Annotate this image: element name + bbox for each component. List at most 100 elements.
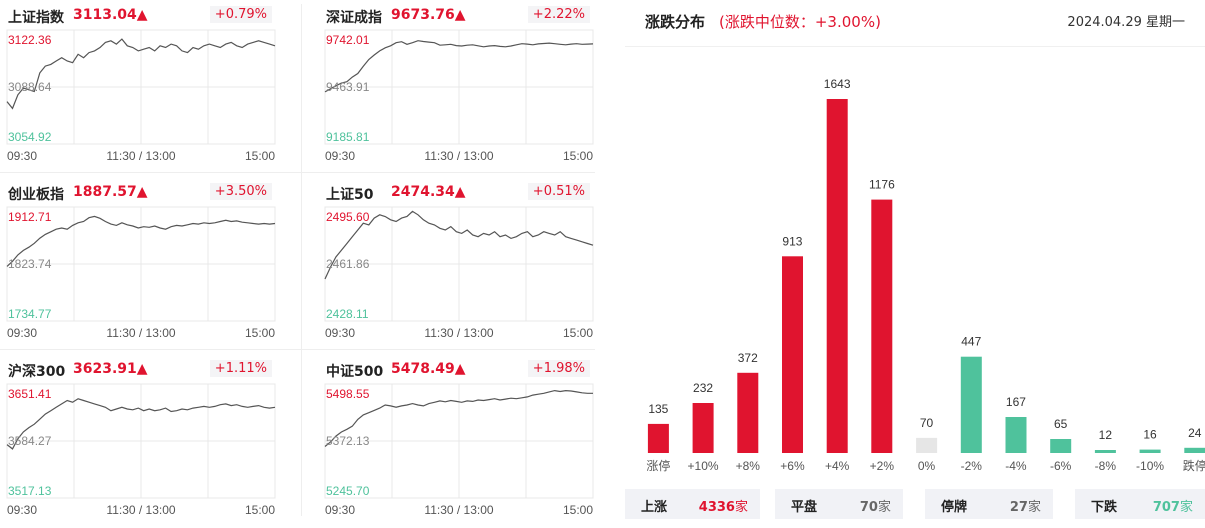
- low-label: 2428.11: [326, 307, 369, 321]
- mid-label: 9463.91: [326, 80, 370, 94]
- index-name: 上证指数: [8, 10, 64, 26]
- intraday-chart: 2495.60 2461.86 2428.11 09:30 11:30 / 13:00 1…: [324, 206, 594, 340]
- bar-value-label: 167: [1006, 395, 1026, 409]
- time-open: 09:30: [7, 149, 37, 163]
- bar-category-label: -10%: [1136, 459, 1164, 473]
- index-name: 深证成指: [326, 10, 382, 26]
- index-change-badge: +2.22%: [527, 6, 590, 23]
- bar-category-label: -4%: [1005, 459, 1027, 473]
- time-mid: 11:30 / 13:00: [424, 503, 493, 517]
- intraday-chart: 3122.36 3088.64 3054.92 09:30 11:30 / 13:00 1…: [6, 29, 276, 163]
- distribution-bar[interactable]: [1005, 417, 1027, 453]
- index-panel[interactable]: 上证指数 3113.04▲ +0.79% 3122.36 3088.64 3054.92 0…: [0, 4, 290, 174]
- mid-label: 3584.27: [8, 434, 52, 448]
- intraday-chart: 1912.71 1823.74 1734.77 09:30 11:30 / 13:00 1…: [6, 206, 276, 340]
- stat-suspended: 停牌 27家: [925, 489, 1053, 519]
- bar-value-label: 16: [1143, 428, 1157, 442]
- bar-category-label: +6%: [780, 459, 805, 473]
- bar-value-label: 135: [648, 402, 668, 416]
- distribution-bar[interactable]: [960, 356, 982, 453]
- panel-header: 创业板指 1887.57▲ +3.50%: [0, 181, 290, 203]
- bar-category-label: -6%: [1050, 459, 1072, 473]
- index-value: 5478.49▲: [391, 361, 466, 377]
- time-close: 15:00: [563, 149, 593, 163]
- panel-header: 深证成指 9673.76▲ +2.22%: [318, 4, 608, 26]
- bar-category-label: +8%: [736, 459, 761, 473]
- header-divider: [625, 46, 1205, 47]
- panel-header: 上证50 2474.34▲ +0.51%: [318, 181, 608, 203]
- distribution-bar[interactable]: [647, 423, 669, 453]
- stat-flat: 平盘 70家: [775, 489, 903, 519]
- index-name: 沪深300: [8, 364, 66, 380]
- distribution-bar[interactable]: [782, 256, 803, 453]
- distribution-bar[interactable]: [1139, 449, 1161, 453]
- intraday-chart: 3651.41 3584.27 3517.13 09:30 11:30 / 13:00 1…: [6, 383, 276, 517]
- stat-up: 上涨 4336家: [625, 489, 760, 519]
- index-change-badge: +3.50%: [209, 183, 272, 200]
- index-panel[interactable]: 沪深300 3623.91▲ +1.11% 3651.41 3584.27 3517.13…: [0, 358, 290, 528]
- price-line: [6, 38, 276, 110]
- stat-flat-value: 70: [859, 500, 878, 515]
- distribution-bar[interactable]: [737, 372, 759, 453]
- index-name: 上证50: [326, 187, 374, 203]
- high-label: 5498.55: [326, 387, 370, 401]
- distribution-date: 2024.04.29 星期一: [1067, 15, 1185, 30]
- price-line: [6, 398, 276, 450]
- distribution-bar[interactable]: [1050, 439, 1072, 453]
- index-value: 3623.91▲: [73, 361, 148, 377]
- bar-value-label: 1176: [869, 178, 895, 192]
- distribution-bar[interactable]: [916, 437, 938, 453]
- low-label: 3054.92: [8, 130, 52, 144]
- index-name: 中证500: [326, 364, 384, 380]
- distribution-bar[interactable]: [871, 199, 893, 453]
- bar-category-label: +10%: [688, 459, 719, 473]
- price-line: [324, 389, 593, 447]
- mid-label: 5372.13: [326, 434, 370, 448]
- index-value: 9673.76▲: [391, 7, 466, 23]
- high-label: 3651.41: [8, 387, 52, 401]
- high-label: 9742.01: [326, 33, 370, 47]
- index-panel[interactable]: 创业板指 1887.57▲ +3.50% 1912.71 1823.74 1734.77 0…: [0, 181, 290, 351]
- row-divider: [0, 172, 595, 173]
- low-label: 5245.70: [326, 484, 370, 498]
- time-close: 15:00: [563, 503, 593, 517]
- high-label: 2495.60: [326, 210, 370, 224]
- time-open: 09:30: [325, 326, 355, 340]
- time-open: 09:30: [325, 503, 355, 517]
- panel-header: 沪深300 3623.91▲ +1.11%: [0, 358, 290, 380]
- index-change-badge: +0.51%: [527, 183, 590, 200]
- time-mid: 11:30 / 13:00: [106, 326, 175, 340]
- low-label: 3517.13: [8, 484, 52, 498]
- time-mid: 11:30 / 13:00: [424, 149, 493, 163]
- index-value: 2474.34▲: [391, 184, 466, 200]
- index-value: 1887.57▲: [73, 184, 148, 200]
- distribution-bar[interactable]: [1184, 447, 1205, 453]
- index-panel[interactable]: 中证500 5478.49▲ +1.98% 5498.55 5372.13 5245.70…: [318, 358, 608, 528]
- index-value: 3113.04▲: [73, 7, 148, 23]
- panel-header: 上证指数 3113.04▲ +0.79%: [0, 4, 290, 26]
- bar-value-label: 70: [920, 416, 934, 430]
- bar-value-label: 65: [1054, 417, 1068, 431]
- stat-suspended-value: 27: [1009, 500, 1028, 515]
- distribution-bar[interactable]: [692, 403, 714, 453]
- bar-category-label: 0%: [918, 459, 936, 473]
- index-panel[interactable]: 上证50 2474.34▲ +0.51% 2495.60 2461.86 2428.11 0…: [318, 181, 608, 351]
- bar-value-label: 372: [738, 351, 758, 365]
- intraday-chart: 5498.55 5372.13 5245.70 09:30 11:30 / 13:00 1…: [324, 383, 594, 517]
- index-change-badge: +1.98%: [527, 360, 590, 377]
- time-close: 15:00: [245, 503, 275, 517]
- bar-category-label: 涨停: [646, 458, 670, 473]
- distribution-bar[interactable]: [826, 99, 848, 453]
- time-mid: 11:30 / 13:00: [424, 326, 493, 340]
- bar-category-label: -2%: [961, 459, 983, 473]
- bar-value-label: 1643: [824, 77, 851, 91]
- bar-category-label: +2%: [870, 459, 895, 473]
- mid-label: 1823.74: [8, 257, 52, 271]
- stat-down: 下跌 707家: [1075, 489, 1205, 519]
- distribution-bar[interactable]: [1094, 450, 1116, 453]
- index-panel[interactable]: 深证成指 9673.76▲ +2.22% 9742.01 9463.91 9185.81 0…: [318, 4, 608, 174]
- time-mid: 11:30 / 13:00: [106, 503, 175, 517]
- time-close: 15:00: [245, 326, 275, 340]
- row-divider: [0, 349, 595, 350]
- mid-label: 3088.64: [8, 80, 52, 94]
